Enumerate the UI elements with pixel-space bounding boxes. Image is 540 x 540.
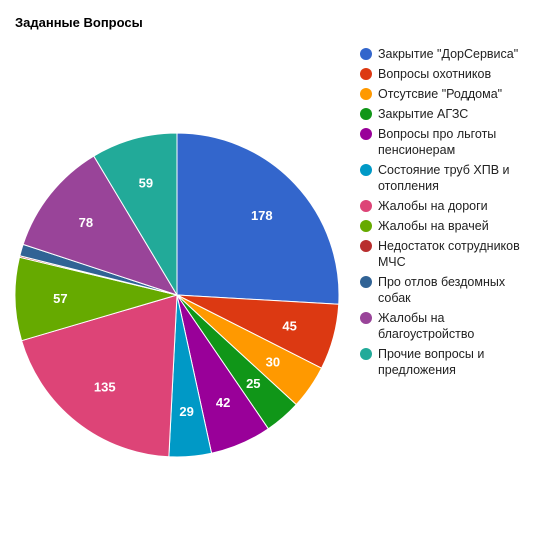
legend-item-6: Жалобы на дороги bbox=[360, 198, 538, 214]
legend-item-9: Про отлов бездомных собак bbox=[360, 274, 538, 306]
legend-swatch bbox=[360, 220, 372, 232]
legend-item-11: Прочие вопросы и предложения bbox=[360, 346, 538, 378]
legend-label: Отсутсвие "Роддома" bbox=[378, 87, 503, 101]
legend-swatch bbox=[360, 276, 372, 288]
legend-swatch bbox=[360, 128, 372, 140]
slice-value-label-5: 29 bbox=[179, 404, 193, 419]
pie-slice-10 bbox=[22, 155, 179, 296]
legend-label: Закрытие АГЗС bbox=[378, 107, 469, 121]
slice-value-label-0: 178 bbox=[251, 208, 273, 223]
legend-swatch bbox=[360, 312, 372, 324]
legend-label: Состояние труб ХПВ и отопления bbox=[378, 163, 510, 193]
legend-label: Закрытие "ДорСервиса" bbox=[378, 47, 519, 61]
legend-swatch bbox=[360, 68, 372, 80]
legend-item-5: Состояние труб ХПВ и отопления bbox=[360, 162, 538, 194]
legend-label: Прочие вопросы и предложения bbox=[378, 347, 485, 377]
slice-value-label-2: 30 bbox=[266, 354, 280, 369]
legend-swatch bbox=[360, 88, 372, 100]
legend-item-8: Недостаток сотрудников МЧС bbox=[360, 238, 538, 270]
slice-value-label-7: 57 bbox=[53, 291, 67, 306]
pie-slice-11 bbox=[93, 132, 178, 297]
legend-label: Жалобы на благоустройство bbox=[378, 311, 475, 341]
legend-item-3: Закрытие АГЗС bbox=[360, 106, 538, 122]
legend-swatch bbox=[360, 200, 372, 212]
slice-value-label-10: 78 bbox=[79, 215, 93, 230]
legend-label: Вопросы охотников bbox=[378, 67, 492, 81]
legend-label: Вопросы про льготы пенсионерам bbox=[378, 127, 497, 157]
legend-swatch bbox=[360, 164, 372, 176]
chart-title: Заданные Вопросы bbox=[15, 15, 143, 30]
slice-value-label-3: 25 bbox=[246, 376, 260, 391]
legend-item-2: Отсутсвие "Роддома" bbox=[360, 86, 538, 102]
legend-label: Про отлов бездомных собак bbox=[378, 275, 506, 305]
slice-value-label-1: 45 bbox=[282, 318, 296, 333]
slice-value-label-6: 135 bbox=[94, 380, 116, 395]
legend-swatch bbox=[360, 348, 372, 360]
legend-item-10: Жалобы на благоустройство bbox=[360, 310, 538, 342]
legend-swatch bbox=[360, 108, 372, 120]
legend-item-4: Вопросы про льготы пенсионерам bbox=[360, 126, 538, 158]
legend-item-1: Вопросы охотников bbox=[360, 66, 538, 82]
legend-item-0: Закрытие "ДорСервиса" bbox=[360, 46, 538, 62]
legend-item-7: Жалобы на врачей bbox=[360, 218, 538, 234]
legend-label: Жалобы на дороги bbox=[378, 199, 488, 213]
pie-slice-0 bbox=[176, 132, 340, 305]
pie-slice-6 bbox=[20, 294, 178, 458]
slice-value-label-4: 42 bbox=[216, 395, 230, 410]
legend-label: Недостаток сотрудников МЧС bbox=[378, 239, 520, 269]
legend-swatch bbox=[360, 48, 372, 60]
legend-swatch bbox=[360, 240, 372, 252]
slice-value-label-11: 59 bbox=[139, 176, 153, 191]
legend-label: Жалобы на врачей bbox=[378, 219, 489, 233]
chart-legend: Закрытие "ДорСервиса" Вопросы охотников От… bbox=[360, 46, 538, 382]
